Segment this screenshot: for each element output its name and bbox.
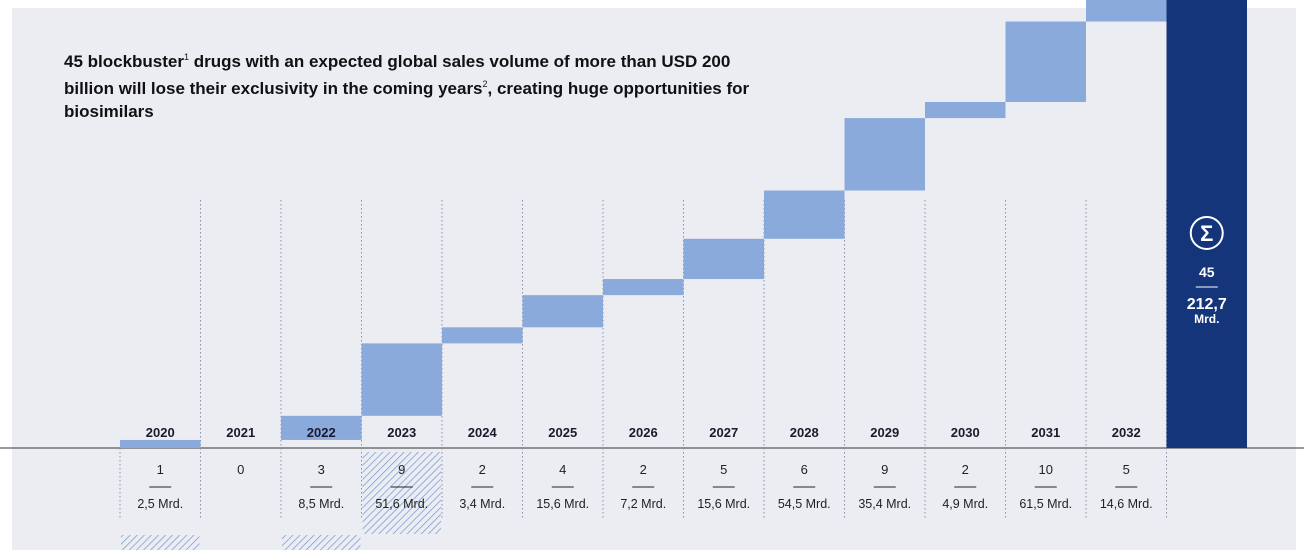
hatch-cell-2020 [121, 535, 200, 550]
hatch-cell-2023 [362, 452, 441, 534]
chart-title: 45 blockbuster1 drugs with an expected g… [64, 52, 750, 121]
bar-2032 [1086, 0, 1167, 22]
sales-label-2023: 51,6 Mrd. [375, 497, 428, 511]
bar-2023 [361, 343, 442, 416]
sales-label-2027: 15,6 Mrd. [697, 497, 750, 511]
bar-2030 [925, 102, 1006, 119]
sales-label-2030: 4,9 Mrd. [942, 497, 988, 511]
count-label-2031: 10 [1039, 462, 1053, 477]
bar-2020 [120, 439, 201, 448]
sales-label-2020: 2,5 Mrd. [137, 497, 183, 511]
year-label-2029: 2029 [870, 425, 899, 440]
sales-label-2024: 3,4 Mrd. [459, 497, 505, 511]
bar-2022 [281, 415, 362, 440]
year-label-2030: 2030 [951, 425, 980, 440]
count-label-2028: 6 [801, 462, 808, 477]
count-label-2024: 2 [479, 462, 486, 477]
hatch-cell-2022 [282, 535, 361, 550]
count-label-2027: 5 [720, 462, 727, 477]
total-sales: 212,7 [1187, 296, 1227, 313]
year-label-2032: 2032 [1112, 425, 1141, 440]
bar-2024 [442, 327, 523, 344]
sales-label-2026: 7,2 Mrd. [620, 497, 666, 511]
sigma-icon [1189, 216, 1224, 250]
year-label-2020: 2020 [146, 425, 175, 440]
count-label-2020: 1 [157, 462, 164, 477]
count-label-2030: 2 [962, 462, 969, 477]
count-label-2032: 5 [1123, 462, 1130, 477]
sales-label-2022: 8,5 Mrd. [298, 497, 344, 511]
bar-2027 [683, 238, 764, 280]
year-label-2023: 2023 [387, 425, 416, 440]
total-count: 45 [1199, 264, 1215, 280]
bar-2029 [844, 118, 925, 191]
year-label-2022: 2022 [307, 425, 336, 440]
bar-total [1166, 0, 1247, 448]
bar-2028 [764, 190, 845, 239]
year-label-2026: 2026 [629, 425, 658, 440]
sigma-symbol: Σ [1200, 221, 1213, 246]
count-label-2029: 9 [881, 462, 888, 477]
year-label-2025: 2025 [548, 425, 577, 440]
count-label-2026: 2 [640, 462, 647, 477]
count-label-2025: 4 [559, 462, 566, 477]
sales-label-2028: 54,5 Mrd. [778, 497, 831, 511]
total-unit: Mrd. [1194, 312, 1219, 326]
sales-label-2029: 35,4 Mrd. [858, 497, 911, 511]
sales-label-2032: 14,6 Mrd. [1100, 497, 1153, 511]
sales-label-2031: 61,5 Mrd. [1019, 497, 1072, 511]
count-label-2021: 0 [237, 462, 244, 477]
year-label-2024: 2024 [468, 425, 498, 440]
year-label-2028: 2028 [790, 425, 819, 440]
count-label-2022: 3 [318, 462, 325, 477]
year-label-2027: 2027 [709, 425, 738, 440]
bar-2031 [1005, 21, 1086, 103]
bar-2025 [522, 295, 603, 328]
year-label-2021: 2021 [226, 425, 255, 440]
bar-2026 [603, 279, 684, 296]
sales-label-2025: 15,6 Mrd. [536, 497, 589, 511]
year-label-2031: 2031 [1031, 425, 1060, 440]
count-label-2023: 9 [398, 462, 405, 477]
